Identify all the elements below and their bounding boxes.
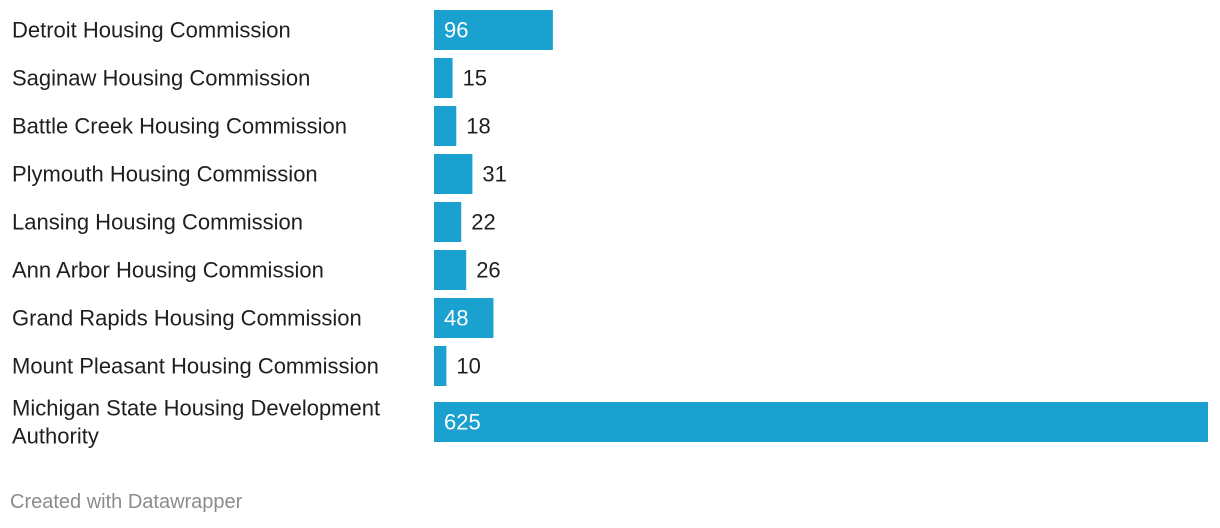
value-label-michigan-state-housing-development-authority: 625 [444, 410, 481, 435]
bar-mount-pleasant-housing-commission [434, 346, 447, 386]
category-label-lansing-housing-commission: Lansing Housing Commission [12, 210, 303, 235]
value-label-plymouth-housing-commission: 31 [482, 162, 506, 187]
value-label-saginaw-housing-commission: 15 [463, 66, 487, 91]
category-label-michigan-state-housing-development-authority: Michigan State Housing Development Author… [12, 396, 380, 449]
bar-chart: Detroit Housing Commission 96 Saginaw Hous… [12, 10, 1208, 449]
bar-battle-creek-housing-commission [434, 106, 457, 146]
category-label-mount-pleasant-housing-commission: Mount Pleasant Housing Commission [12, 354, 379, 379]
bar-lansing-housing-commission [434, 202, 462, 242]
category-label-plymouth-housing-commission: Plymouth Housing Commission [12, 162, 318, 187]
value-label-battle-creek-housing-commission: 18 [466, 114, 490, 139]
value-label-grand-rapids-housing-commission: 48 [444, 306, 468, 331]
value-label-lansing-housing-commission: 22 [471, 210, 495, 235]
value-label-detroit-housing-commission: 96 [444, 18, 468, 43]
bar-saginaw-housing-commission [434, 58, 453, 98]
category-label-grand-rapids-housing-commission: Grand Rapids Housing Commission [12, 306, 362, 331]
category-label-saginaw-housing-commission: Saginaw Housing Commission [12, 66, 310, 91]
bar-detroit-housing-commission [434, 10, 553, 50]
bar-ann-arbor-housing-commission [434, 250, 467, 290]
bar-grand-rapids-housing-commission [434, 298, 494, 338]
value-label-mount-pleasant-housing-commission: 10 [456, 354, 480, 379]
category-label-ann-arbor-housing-commission: Ann Arbor Housing Commission [12, 258, 324, 283]
datawrapper-credit: Created with Datawrapper [10, 491, 243, 513]
value-label-ann-arbor-housing-commission: 26 [476, 258, 500, 283]
category-label-battle-creek-housing-commission: Battle Creek Housing Commission [12, 114, 347, 139]
bar-michigan-state-housing-development-authority [434, 402, 1208, 442]
category-label-detroit-housing-commission: Detroit Housing Commission [12, 18, 291, 43]
bar-plymouth-housing-commission [434, 154, 473, 194]
